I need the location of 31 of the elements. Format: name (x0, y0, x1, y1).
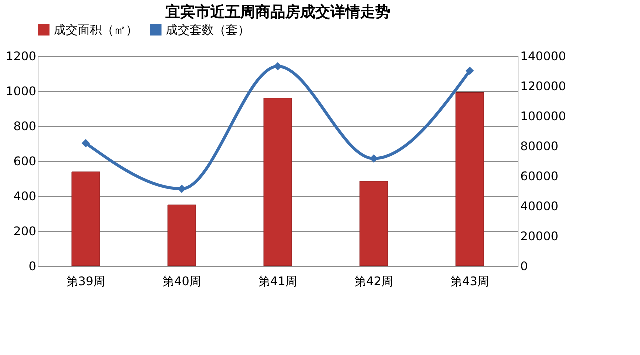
x-tick-label: 第39周 (66, 274, 106, 288)
legend-label: 成交套数（套） (166, 23, 250, 37)
y-tick-label: 200 (14, 224, 36, 238)
y-tick-label: 1200 (6, 50, 36, 64)
y-tick-label: 800 (14, 120, 36, 134)
y2-tick-label: 0 (520, 260, 528, 274)
point (82, 139, 90, 148)
x-tick-label: 第40周 (162, 274, 202, 288)
y2-tick-label: 140000 (520, 50, 566, 64)
x-tick-label: 第42周 (354, 274, 394, 288)
x-tick-label: 第41周 (258, 274, 298, 288)
bar (168, 204, 196, 266)
bar (456, 92, 484, 266)
y-tick-label: 1000 (6, 84, 36, 98)
bar (72, 172, 100, 266)
y2-tick-label: 100000 (520, 110, 566, 124)
point (466, 66, 474, 76)
bar (264, 98, 292, 266)
y-tick-label: 400 (14, 190, 36, 204)
y2-tick-label: 20000 (520, 230, 559, 244)
chart-title: 宜宾市近五周商品房成交详情走势 (166, 3, 390, 21)
y2-tick-label: 60000 (520, 170, 559, 184)
point (274, 62, 282, 71)
y2-tick-label: 80000 (520, 140, 559, 154)
y-tick-label: 0 (28, 260, 36, 274)
bar (360, 181, 388, 266)
y-tick-label: 600 (14, 154, 36, 168)
y2-tick-label: 40000 (520, 200, 559, 214)
y2-tick-label: 120000 (520, 80, 566, 94)
legend-label: 成交面积（㎡） (54, 23, 138, 37)
x-tick-label: 第43周 (450, 274, 490, 288)
